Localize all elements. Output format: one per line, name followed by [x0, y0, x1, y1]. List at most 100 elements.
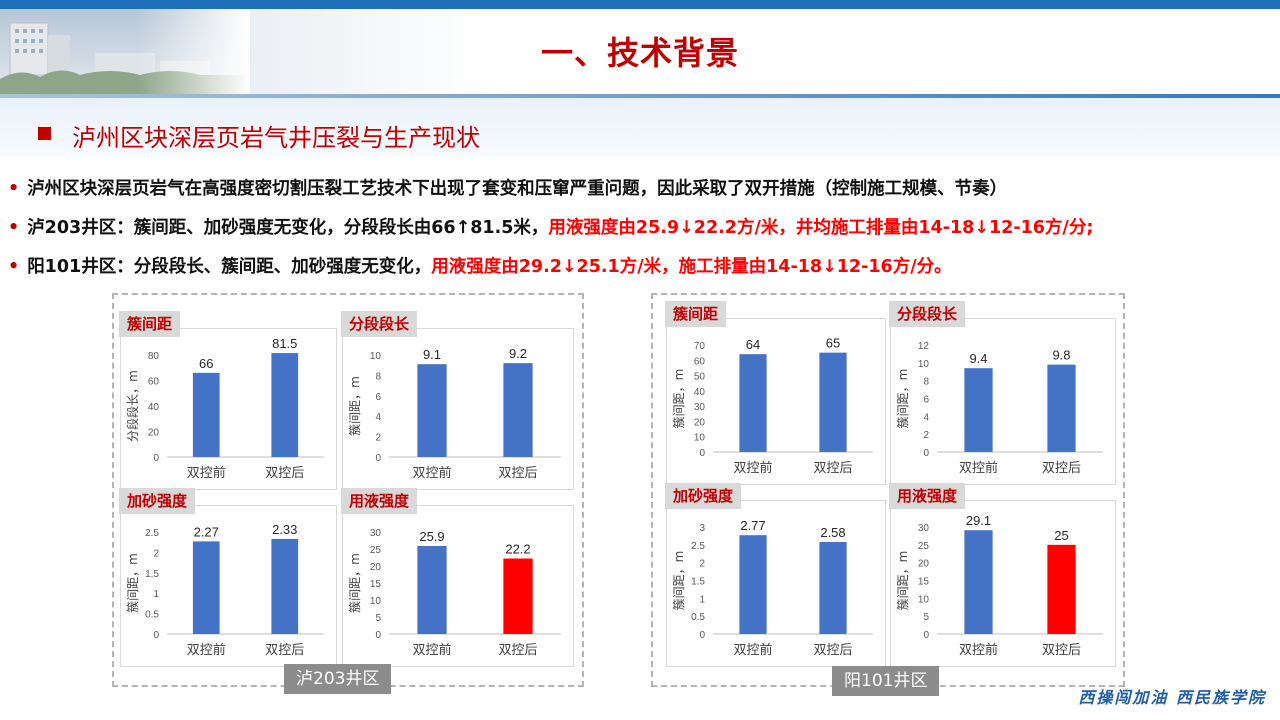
bar	[503, 363, 533, 457]
data-label: 9.1	[423, 347, 441, 362]
y-tick-label: 0	[923, 448, 929, 459]
y-tick-label: 0	[699, 448, 705, 459]
y-tick-label: 25	[370, 545, 382, 556]
y-axis-label: 簇间距，m	[671, 551, 686, 611]
y-axis-label: 簇间距，m	[125, 553, 140, 613]
bullet-text: 泸州区块深层页岩气在高强度密切割压裂工艺技术下出现了套变和压窜严重问题，因此采取…	[27, 179, 1008, 199]
chart-card: 0 2 4 6 8 10 簇间距，m 9.1 双控前 9.2 双控后 分段段长	[341, 311, 574, 490]
y-tick-label: 6	[375, 392, 381, 403]
x-tick-label: 双控后	[265, 643, 304, 658]
bar	[1047, 364, 1076, 452]
y-axis-label: 簇间距，m	[347, 553, 362, 613]
y-tick-label: 4	[923, 412, 929, 423]
y-tick-label: 0	[153, 453, 159, 464]
x-tick-label: 双控前	[187, 465, 226, 481]
y-tick-label: 80	[148, 351, 160, 362]
bar-chart-svg: 0 2 4 6 8 10 12 簇间距，m 9.4 双控前 9.8 双控后	[895, 341, 1103, 476]
bar-chart-svg: 0 2 4 6 8 10 簇间距，m 9.1 双控前 9.2 双控后	[347, 346, 561, 481]
group-label-yang101: 阳101井区	[832, 666, 940, 696]
x-tick-label: 双控前	[733, 642, 772, 658]
y-tick-label: 2	[923, 430, 929, 441]
y-tick-label: 2	[375, 433, 381, 444]
data-label: 22.2	[505, 542, 530, 557]
y-tick-label: 8	[923, 377, 929, 388]
bullet-highlight: 用液强度由25.9↓22.2方/米，井均施工排量由14-18↓12-16方/分;	[548, 218, 1094, 238]
page-title: 一、技术背景	[540, 34, 739, 72]
y-tick-label: 40	[694, 387, 706, 398]
bar-chart-svg: 0 0.5 1 1.5 2 2.5 3 簇间距，m 2.77 双控前 2.58 双控后	[671, 518, 873, 658]
y-tick-label: 30	[918, 523, 930, 534]
bar-chart-svg: 0 0.5 1 1.5 2 2.5 簇间距，m 2.27 双控前 2.33 双控后	[125, 522, 324, 658]
x-tick-label: 双控后	[813, 461, 852, 476]
section-title: 泸州区块深层页岩气井压裂与生产现状	[72, 124, 480, 152]
y-tick-label: 0.5	[145, 610, 159, 621]
data-label: 65	[826, 336, 840, 351]
chart-card: 0 5 10 15 20 25 30 簇间距，m 25.9 双控前 22.2 双控后 用液强度	[341, 488, 574, 667]
y-tick-label: 5	[923, 612, 929, 623]
chart-card: 0 10 20 30 40 50 60 70 簇间距，m 64 双控前 65 双控后 簇间距	[665, 301, 886, 485]
y-tick-label: 0	[699, 630, 705, 641]
bar-chart-svg: 0 10 20 30 40 50 60 70 簇间距，m 64 双控前 65 双控后	[671, 336, 873, 476]
x-tick-label: 双控后	[498, 643, 537, 658]
bullet-text: 阳101井区：分段段长、簇间距、加砂强度无变化，	[27, 257, 432, 277]
y-tick-label: 30	[370, 528, 382, 539]
bar	[739, 535, 767, 634]
chart-tag: 分段段长	[341, 311, 418, 337]
x-tick-label: 双控前	[959, 460, 998, 476]
data-label: 66	[199, 356, 213, 371]
chart-tag: 加砂强度	[665, 483, 742, 509]
footer-slogan: 西操闯加油 西民族学院	[1078, 688, 1266, 707]
top-accent-bar	[0, 0, 1280, 9]
y-tick-label: 2	[153, 548, 159, 559]
y-tick-label: 12	[918, 341, 930, 352]
bar	[819, 541, 847, 634]
y-tick-label: 70	[694, 341, 706, 352]
bar	[271, 353, 299, 457]
x-tick-label: 双控前	[187, 642, 226, 658]
bar-chart-svg: 0 20 40 60 80 分段段长，m 66 双控前 81.5 双控后	[125, 336, 324, 481]
y-tick-label: 50	[694, 372, 706, 383]
bullet-dot-icon: •	[8, 218, 20, 238]
data-label: 81.5	[272, 336, 297, 351]
data-label: 2.58	[820, 525, 845, 540]
y-tick-label: 1	[699, 594, 705, 605]
bar	[271, 538, 299, 634]
y-tick-label: 20	[918, 559, 930, 570]
chart-card: 0 0.5 1 1.5 2 2.5 3 簇间距，m 2.77 双控前 2.58 双控后 加砂强度	[665, 483, 886, 667]
bar	[964, 530, 993, 634]
y-tick-label: 2	[699, 559, 705, 570]
y-tick-label: 10	[918, 594, 930, 605]
bullet-text: 泸203井区：簇间距、加砂强度无变化，分段段长由66↑81.5米，	[27, 218, 549, 238]
chart-tag: 分段段长	[889, 301, 966, 327]
bar	[417, 545, 447, 634]
chart-card: 0 20 40 60 80 分段段长，m 66 双控前 81.5 双控后 簇间距	[119, 311, 337, 490]
bar	[819, 352, 847, 452]
y-tick-label: 15	[370, 579, 382, 590]
y-tick-label: 4	[375, 412, 381, 423]
y-tick-label: 15	[918, 577, 930, 588]
bar	[192, 372, 220, 457]
x-tick-label: 双控前	[733, 460, 772, 476]
data-label: 64	[746, 337, 760, 352]
data-label: 2.77	[740, 518, 765, 533]
y-tick-label: 10	[918, 359, 930, 370]
bullet-dot-icon: •	[8, 179, 20, 199]
y-tick-label: 5	[375, 613, 381, 624]
y-tick-label: 30	[694, 402, 706, 413]
y-tick-label: 60	[694, 356, 706, 367]
data-label: 25.9	[419, 529, 444, 544]
y-tick-label: 10	[370, 596, 382, 607]
y-axis-label: 簇间距，m	[895, 369, 910, 429]
x-tick-label: 双控后	[813, 643, 852, 658]
y-tick-label: 2.5	[145, 528, 159, 539]
y-axis-label: 簇间距，m	[671, 369, 686, 429]
y-tick-label: 6	[923, 395, 929, 406]
data-label: 25	[1054, 528, 1068, 543]
bullet-highlight: 用液强度由29.2↓25.1方/米，施工排量由14-18↓12-16方/分。	[431, 257, 952, 277]
y-tick-label: 10	[694, 433, 706, 444]
y-tick-label: 0	[375, 453, 381, 464]
campus-photo	[0, 9, 250, 97]
y-tick-label: 2.5	[691, 541, 705, 552]
y-tick-label: 20	[370, 562, 382, 573]
data-label: 9.4	[969, 351, 987, 366]
